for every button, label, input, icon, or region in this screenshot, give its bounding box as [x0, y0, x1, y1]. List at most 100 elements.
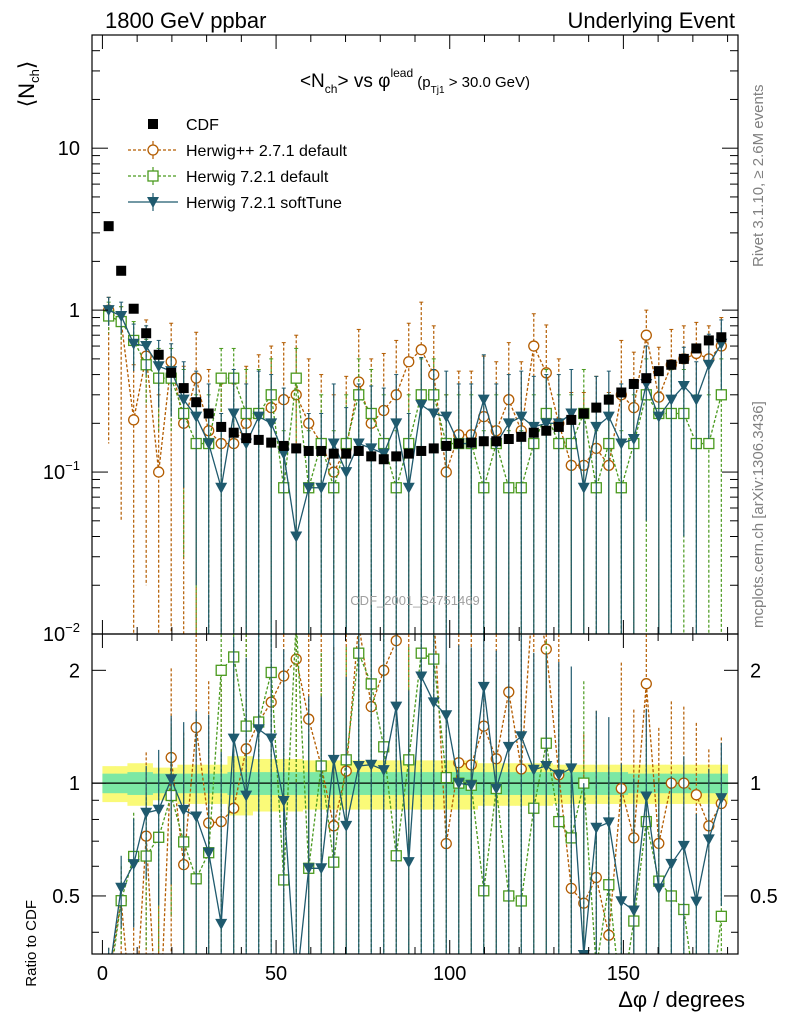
main-y-tick-label: 10−1: [43, 458, 80, 484]
mcplots-label: mcplots.cern.ch [arXiv:1306.3436]: [750, 401, 767, 628]
herwig-7-2-1-softtune-ratio-point: [315, 863, 328, 875]
x-axis-title: Δφ / degrees: [618, 987, 745, 1012]
cdf-point: [553, 421, 564, 432]
main-y-tick-label: 1: [69, 300, 80, 322]
herwig-7-2-1-softtune-ratio-point: [665, 858, 678, 870]
herwig-7-2-1-softtune-point: [590, 421, 603, 433]
main-y-tick-label: 10−2: [43, 620, 80, 646]
x-tick-label: 150: [607, 963, 640, 985]
cdf-point: [566, 414, 577, 425]
herwig-2-7-1-default-point: [640, 329, 652, 341]
cdf-point: [403, 448, 414, 459]
herwig-7-2-1-softtune-point: [690, 394, 703, 406]
cdf-point: [491, 436, 502, 447]
cdf-point: [641, 373, 652, 384]
herwig-7-2-1-softtune-ratio-point: [302, 863, 315, 875]
herwig-7-2-1-softtune-point: [677, 380, 690, 392]
herwig-7-2-1-softtune-ratio-point: [552, 769, 565, 781]
herwig-7-2-1-default-ratio-point: [104, 986, 114, 996]
cdf-point: [178, 383, 189, 394]
herwig-7-2-1-softtune-ratio-point: [327, 754, 340, 766]
cdf-point: [291, 443, 302, 454]
header-left: 1800 GeV ppbar: [105, 8, 266, 33]
cdf-point: [203, 408, 214, 419]
herwig-7-2-1-default-point: [290, 372, 302, 384]
svg-text:⟨Nch⟩: ⟨Nch⟩: [14, 61, 42, 108]
herwig-7-2-1-softtune-ratio-point: [265, 733, 278, 745]
cdf-point: [278, 440, 289, 451]
cdf-point: [353, 445, 364, 456]
herwig-7-2-1-softtune-point: [540, 418, 553, 430]
herwig-7-2-1-softtune-ratio-line: [111, 673, 722, 954]
legend-marker: [147, 144, 159, 156]
cdf-point: [603, 394, 614, 405]
ratio-y-axis-title: Ratio to CDF: [23, 900, 40, 987]
ratio-y-tick-label: 0.5: [52, 886, 80, 908]
herwig-7-2-1-softtune-ratio-point: [440, 710, 453, 722]
herwig-7-2-1-softtune-point: [702, 359, 715, 371]
cdf-point: [578, 408, 589, 419]
cdf-point: [416, 445, 427, 456]
herwig-7-2-1-default-point: [715, 389, 727, 401]
cdf-point: [528, 427, 539, 438]
herwig-2-7-1-default-point: [528, 340, 540, 352]
herwig-7-2-1-default-ratio-point: [715, 910, 727, 922]
cdf-point: [616, 387, 627, 398]
herwig-7-2-1-default-ratio-line: [113, 634, 722, 954]
ratio-axes: 0 50 100 150 0.5 0.5 1 1 2 2: [52, 634, 778, 985]
herwig-7-2-1-softtune-ratio-point: [202, 847, 215, 859]
herwig-7-2-1-softtune-point: [527, 421, 540, 433]
herwig-7-2-1-softtune-point: [190, 411, 203, 423]
cdf-point: [266, 437, 277, 448]
cdf-point: [591, 402, 602, 413]
herwig-7-2-1-softtune-point: [177, 394, 190, 406]
legend: CDF Herwig++ 2.7.1 default Herwig 7.2.1 de…: [128, 117, 348, 212]
herwig-2-7-1-default-point: [128, 414, 140, 426]
herwig-7-2-1-softtune-ratio-point: [465, 780, 478, 792]
herwig-7-2-1-softtune-ratio-point: [452, 778, 465, 790]
herwig-7-2-1-softtune-ratio-point: [702, 834, 715, 846]
herwig-7-2-1-softtune-point: [390, 418, 403, 430]
herwig-7-2-1-softtune-point: [502, 418, 515, 430]
cdf-point: [541, 425, 552, 436]
herwig-7-2-1-softtune-point: [477, 394, 490, 406]
legend-label: CDF: [186, 117, 219, 134]
cdf-point: [328, 448, 339, 459]
herwig-2-7-1-default-point: [415, 344, 427, 356]
herwig-7-2-1-softtune-point: [365, 443, 378, 455]
main-panel: CDF_2001_S4751469 10−2 10−1 1 10 ⟨Nch⟩ <Nch…: [14, 34, 739, 646]
cdf-point: [153, 349, 164, 360]
cdf-point: [691, 343, 702, 354]
herwig-7-2-1-softtune-ratio-point: [227, 733, 240, 745]
cdf-point: [378, 454, 389, 465]
herwig-7-2-1-softtune-ratio-point: [515, 731, 528, 743]
herwig-7-2-1-softtune-ratio-point: [252, 724, 265, 736]
herwig-7-2-1-softtune-ratio-point: [502, 741, 515, 753]
cdf-point: [253, 434, 264, 445]
herwig-7-2-1-softtune-ratio-point: [215, 918, 228, 930]
ratio-plot-area: [92, 634, 738, 996]
herwig-7-2-1-softtune-ratio-point: [190, 811, 203, 823]
cdf-point: [391, 451, 402, 462]
ratio-y-tick-label-right: 1: [750, 773, 761, 795]
herwig-7-2-1-default-point: [215, 372, 227, 384]
cdf-point: [303, 445, 314, 456]
ratio-y-tick-label-right: 0.5: [750, 886, 778, 908]
herwig-7-2-1-softtune-ratio-point: [577, 950, 590, 954]
herwig-7-2-1-softtune-point: [352, 438, 365, 450]
svg-text:<Nch> vs φlead (pTj1 > 30.0 Ge: <Nch> vs φlead (pTj1 > 30.0 GeV): [300, 66, 530, 96]
herwig-7-2-1-softtune-point: [302, 482, 315, 494]
main-title: <Nch> vs φlead (pTj1 > 30.0 GeV): [300, 66, 530, 96]
herwig-7-2-1-softtune-point: [227, 408, 240, 420]
herwig-7-2-1-softtune-ratio-point: [127, 859, 140, 871]
legend-marker: [147, 197, 159, 208]
cdf-point: [141, 328, 152, 339]
herwig-7-2-1-softtune-point: [615, 438, 628, 450]
herwig-7-2-1-softtune-ratio-point: [490, 783, 503, 795]
herwig-7-2-1-softtune-point: [315, 482, 328, 494]
legend-label: Herwig 7.2.1 default: [186, 169, 329, 186]
legend-marker: [147, 170, 159, 182]
legend-label: Herwig++ 2.7.1 default: [186, 143, 348, 160]
ratio-y-tick-label: 1: [69, 773, 80, 795]
ratio-y-tick-label-right: 2: [750, 660, 761, 682]
